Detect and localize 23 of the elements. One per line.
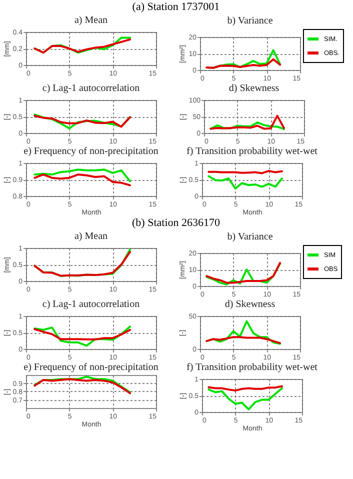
chart-title: d) Skewness (228, 83, 280, 94)
line-series (206, 58, 281, 69)
line-series (34, 168, 131, 182)
chart-title: f) Transition probability wet-wet (186, 146, 318, 157)
chart-title: c) Lag-1 autocorrelation (42, 299, 140, 310)
chart-title: b) Variance (227, 16, 274, 26)
line-series (208, 175, 283, 190)
chart-title: d) Skewness (224, 299, 276, 310)
chart-title: b) Variance (227, 232, 274, 242)
chart-title: c) Lag-1 autocorrelation (42, 83, 140, 94)
line-series (210, 114, 285, 130)
line-series (34, 326, 131, 347)
line-series (34, 328, 131, 340)
line-series (208, 387, 283, 410)
chart-title: e) Frequency of non-precipitation (24, 362, 158, 373)
chart-title: f) Transition probability wet-wet (186, 362, 318, 373)
chart-title: a) Mean (74, 231, 108, 242)
line-series (210, 121, 285, 130)
text: (a) Station 1737001 (131, 0, 221, 14)
chart-title: e) Frequency of non-precipitation (24, 146, 158, 157)
line-series (34, 174, 131, 186)
text: (b) Station 2636170 (131, 216, 221, 230)
chart-title: a) Mean (74, 15, 108, 26)
